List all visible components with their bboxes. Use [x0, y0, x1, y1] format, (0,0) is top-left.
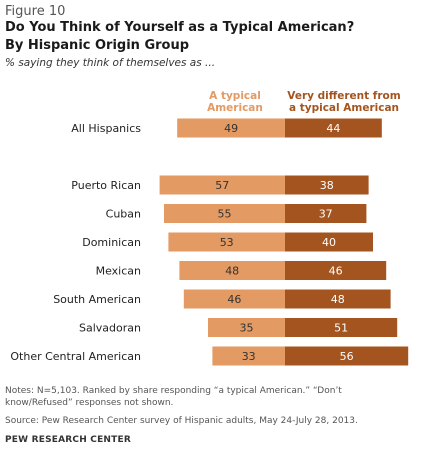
bar-different [285, 232, 373, 252]
bar-chart: All Hispanics 49 44 Puerto Rican 57 38 Cuban 55… [10, 118, 409, 366]
chart-subtitle: % saying they think of themselves as ... [5, 57, 216, 69]
data-label-different: 40 [322, 236, 336, 249]
data-label-typical: 46 [227, 293, 241, 306]
data-label-different: 56 [340, 350, 354, 363]
bar-different [285, 318, 398, 337]
bar-typical [212, 346, 285, 366]
bar-typical [179, 261, 285, 280]
bar-different [285, 346, 409, 366]
legend-typical-line-2: American [207, 102, 263, 114]
bar-different [285, 118, 382, 138]
chart-title: Do You Think of Yourself as a Typical Am… [5, 19, 415, 55]
bar-typical [159, 175, 285, 195]
data-label-typical: 33 [242, 350, 256, 363]
legend-typical-line-1: A typical [209, 90, 261, 102]
legend-different-line-2: a typical American [288, 102, 400, 114]
bar-typical [164, 204, 285, 223]
data-label-different: 48 [331, 293, 345, 306]
chart-title-line-1: Do You Think of Yourself as a Typical Am… [5, 20, 355, 35]
category-label: Puerto Rican [71, 179, 141, 192]
notes-line-2: know/Refused” responses not shown. [5, 398, 174, 408]
data-label-typical: 49 [224, 122, 238, 135]
data-label-typical: 48 [225, 265, 239, 278]
data-label-different: 51 [334, 322, 348, 335]
notes-line-1: Notes: N=5,103. Ranked by share respondi… [5, 386, 342, 396]
category-label: Cuban [106, 208, 141, 221]
organization-label: PEW RESEARCH CENTER [5, 435, 131, 445]
category-label: Other Central American [10, 350, 141, 363]
bar-different [285, 289, 391, 309]
data-label-different: 46 [329, 265, 343, 278]
figure-label: Figure 10 [5, 4, 66, 19]
category-label: Dominican [82, 236, 141, 249]
bar-typical [168, 232, 285, 252]
category-label: Mexican [96, 265, 141, 278]
category-label: Salvadoran [79, 322, 141, 335]
bar-typical [183, 289, 285, 309]
data-label-typical: 55 [218, 208, 232, 221]
data-label-different: 44 [326, 122, 340, 135]
bar-typical [208, 318, 285, 337]
bar-different [285, 175, 369, 195]
bar-different [285, 261, 387, 280]
category-label: South American [53, 293, 141, 306]
category-label: All Hispanics [71, 122, 141, 135]
data-label-different: 37 [319, 208, 333, 221]
bar-typical [177, 118, 285, 138]
data-label-different: 38 [320, 179, 334, 192]
chart-title-line-2: By Hispanic Origin Group [5, 38, 190, 53]
chart-notes: Notes: N=5,103. Ranked by share respondi… [5, 385, 415, 409]
legend-different-line-1: Very different from [287, 90, 401, 102]
data-label-typical: 35 [240, 322, 254, 335]
bar-different [285, 204, 367, 223]
data-label-typical: 57 [215, 179, 229, 192]
legend-different: Very different from a typical American [284, 90, 404, 114]
chart-source: Source: Pew Research Center survey of Hi… [5, 416, 358, 426]
legend-typical: A typical American [190, 90, 280, 114]
data-label-typical: 53 [220, 236, 234, 249]
